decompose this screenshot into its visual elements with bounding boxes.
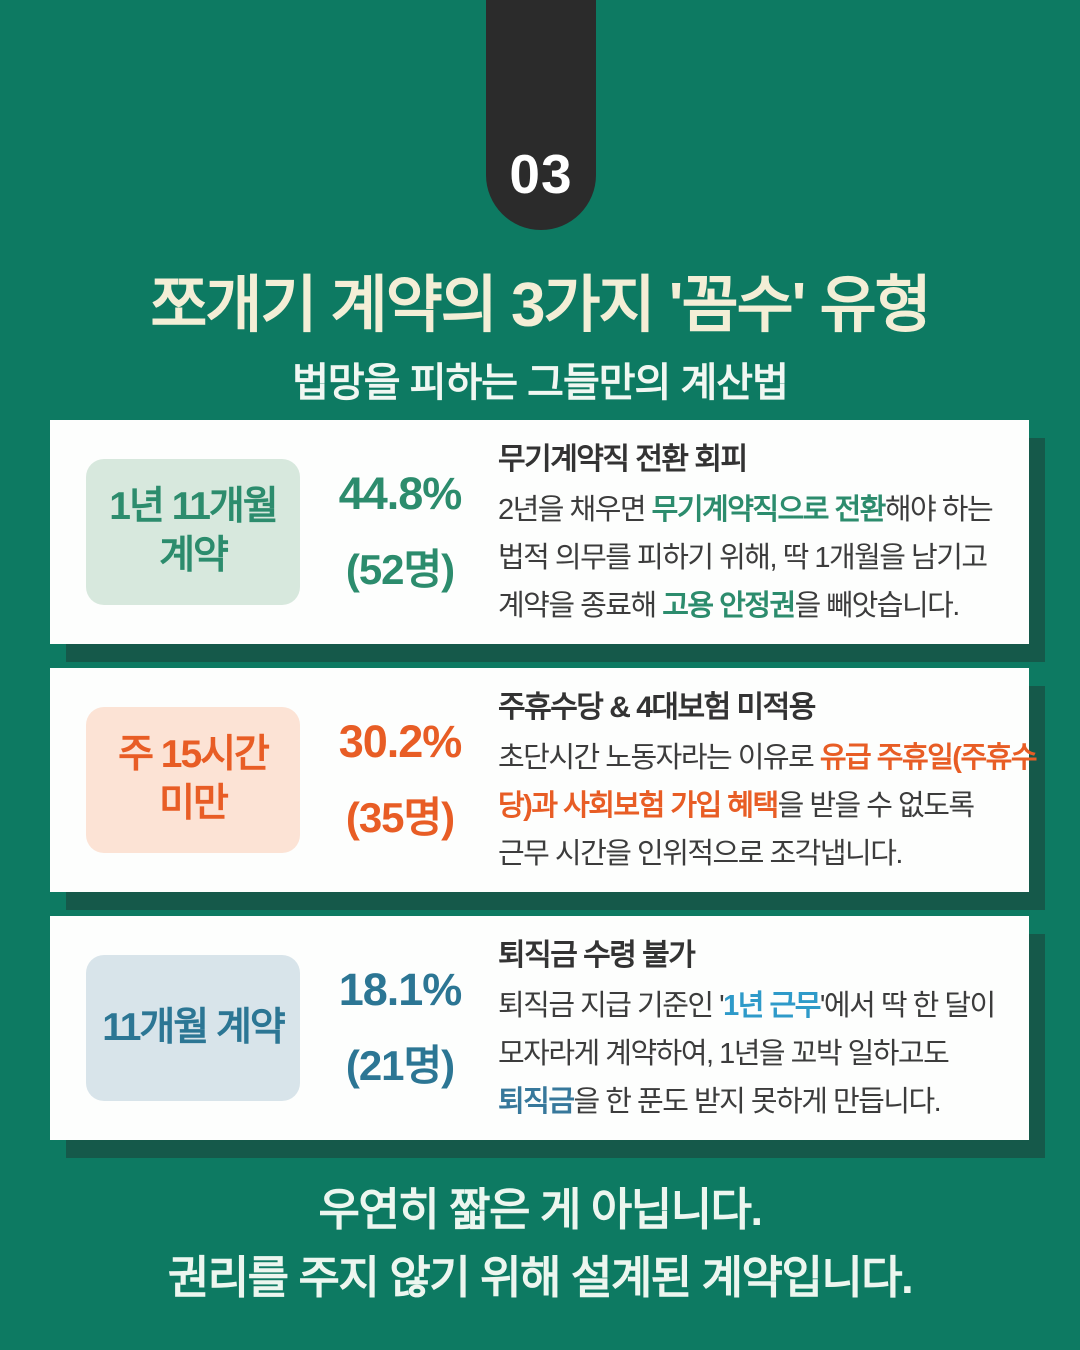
card: 11개월 계약 18.1% (21명) 퇴직금 수령 불가 퇴직금 지급 기준인… — [50, 916, 1029, 1140]
footer: 우연히 짧은 게 아닙니다. 권리를 주지 않기 위해 설계된 계약입니다. — [0, 1176, 1080, 1312]
highlighted-text: 고용 안정권 — [662, 590, 796, 622]
card-body-line: 계약을 종료해 고용 안정권을 빼앗습니다. — [498, 582, 1011, 630]
card-body-line: 초단시간 노동자라는 이유로 유급 주휴일(주휴수 — [498, 734, 1038, 782]
text-segment: 법적 의무를 피하기 위해, 딱 1개월을 남기고 — [498, 542, 988, 574]
text-segment: 퇴직금 지급 기준인 ' — [498, 990, 725, 1022]
card-heading: 퇴직금 수령 불가 — [498, 939, 696, 972]
card-body-line: 퇴직금을 한 푼도 받지 못하게 만듭니다. — [498, 1078, 1011, 1126]
card-label-line: 주 15시간 — [118, 733, 270, 777]
card-body-line: 근무 시간을 인위적으로 조각냅니다. — [498, 830, 1036, 878]
card-body-line: 모자라게 계약하여, 1년을 꼬박 일하고도 — [498, 1030, 1011, 1078]
text-segment: 근무 시간을 인위적으로 조각냅니다. — [498, 838, 903, 870]
step-badge: 03 — [486, 0, 596, 230]
text-segment: 해야 하는 — [884, 494, 994, 526]
card-body-line: 법적 의무를 피하기 위해, 딱 1개월을 남기고 — [498, 534, 1011, 582]
text-segment: 을 받을 수 없도록 — [777, 790, 975, 822]
card-body: 초단시간 노동자라는 이유로 유급 주휴일(주휴수 당)과 사회보험 가입 혜택을… — [498, 734, 1038, 878]
card-count: (52명) — [345, 545, 455, 593]
highlighted-text: 무기계약직으로 전환 — [651, 494, 887, 526]
card-label-line: 계약 — [159, 534, 229, 577]
text-segment: 초단시간 노동자라는 이유로 — [498, 742, 820, 774]
card-percent: 18.1% — [338, 963, 463, 1015]
highlighted-text: 1년 근무 — [723, 990, 821, 1022]
text-segment: 을 빼앗습니다. — [794, 590, 961, 622]
card-description: 주휴수당 & 4대보험 미적용 초단시간 노동자라는 이유로 유급 주휴일(주휴… — [498, 682, 1054, 878]
card-label-line: 11개월 계약 — [102, 1005, 286, 1049]
card-stat: 44.8% (52명) — [324, 468, 476, 597]
card-count: (21명) — [345, 1041, 455, 1089]
card-label-line: 미만 — [159, 782, 229, 825]
card-body-line: 퇴직금 지급 기준인 '1년 근무'에서 딱 한 달이 — [498, 982, 1011, 1030]
card-stat: 18.1% (21명) — [324, 964, 476, 1093]
text-segment: 을 한 푼도 받지 못하게 만듭니다. — [573, 1086, 942, 1118]
card-count: (35명) — [345, 793, 455, 841]
text-segment: 2년을 채우면 — [498, 494, 652, 526]
footer-line-1: 우연히 짧은 게 아닙니다. — [318, 1184, 763, 1235]
highlighted-text: 당)과 사회보험 가입 혜택 — [498, 790, 779, 822]
card-heading: 무기계약직 전환 회피 — [498, 443, 748, 476]
badge-number: 03 — [509, 143, 573, 205]
card-heading: 주휴수당 & 4대보험 미적용 — [498, 691, 816, 724]
card-body-line: 당)과 사회보험 가입 혜택을 받을 수 없도록 — [498, 782, 1036, 830]
card-label-box: 11개월 계약 — [86, 955, 300, 1101]
card-stat: 30.2% (35명) — [324, 716, 476, 845]
card-body-line: 2년을 채우면 무기계약직으로 전환해야 하는 — [498, 486, 1011, 534]
highlighted-text: 퇴직금 — [498, 1086, 575, 1118]
text-segment: '에서 딱 한 달이 — [819, 990, 996, 1022]
page-subtitle: 법망을 피하는 그들만의 계산법 — [292, 361, 789, 405]
highlighted-text: 유급 주휴일(주휴수 — [819, 742, 1038, 774]
text-segment: 계약을 종료해 — [498, 590, 663, 622]
text-segment: 모자라게 계약하여, 1년을 꼬박 일하고도 — [498, 1038, 950, 1070]
footer-line-2: 권리를 주지 않기 위해 설계된 계약입니다. — [167, 1252, 914, 1303]
page-title: 쪼개기 계약의 3가지 '꼼수' 유형 — [150, 271, 931, 340]
card-percent: 44.8% — [338, 467, 463, 519]
card-percent: 30.2% — [338, 715, 463, 767]
card-label-line: 1년 11개월 — [109, 485, 278, 529]
